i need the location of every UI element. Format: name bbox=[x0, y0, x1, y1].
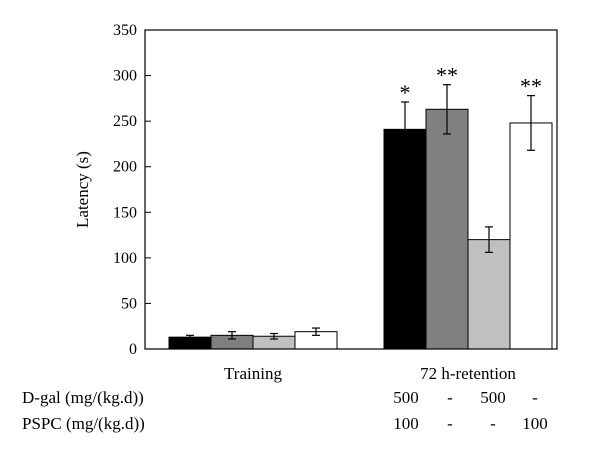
treatment-row-value: 100 bbox=[522, 414, 548, 433]
treatment-row-value: - bbox=[490, 414, 496, 433]
y-tick-label: 0 bbox=[129, 341, 137, 358]
y-tick-label: 50 bbox=[121, 295, 137, 312]
treatment-row-value: - bbox=[447, 388, 453, 407]
bar-series bbox=[168, 108, 553, 350]
y-axis-title: Latency (s) bbox=[73, 151, 92, 228]
treatment-row-label: PSPC (mg/(kg.d)) bbox=[22, 414, 145, 433]
significance-markers: *** ** bbox=[400, 63, 543, 105]
y-tick-label: 350 bbox=[113, 22, 137, 39]
y-tick-label: 300 bbox=[113, 68, 137, 85]
y-tick-label: 200 bbox=[113, 159, 137, 176]
category-labels: Training 72 h-retention bbox=[224, 364, 516, 383]
significance-marker: * bbox=[400, 80, 411, 105]
y-tick-label: 100 bbox=[113, 250, 137, 267]
bar bbox=[425, 108, 469, 350]
treatment-row-label: D-gal (mg/(kg.d)) bbox=[22, 388, 144, 407]
category-label: Training bbox=[224, 364, 282, 383]
treatment-row-value: 500 bbox=[480, 388, 506, 407]
treatment-row-value: - bbox=[447, 414, 453, 433]
treatment-row-value: - bbox=[532, 388, 538, 407]
significance-marker: ** bbox=[436, 63, 458, 88]
category-label: 72 h-retention bbox=[420, 364, 516, 383]
error-bars bbox=[186, 84, 535, 340]
bar bbox=[509, 122, 553, 350]
y-tick-label: 150 bbox=[113, 204, 137, 221]
y-tick-label: 250 bbox=[113, 113, 137, 130]
treatment-row-value: 500 bbox=[393, 388, 419, 407]
plot-frame bbox=[144, 29, 558, 350]
treatment-row-value: 100 bbox=[393, 414, 419, 433]
significance-marker: ** bbox=[520, 74, 542, 99]
bar bbox=[467, 239, 511, 350]
treatment-table: D-gal (mg/(kg.d)) 500 - 500 - PSPC (mg/(kg.d)… bbox=[22, 388, 548, 433]
bar bbox=[383, 128, 427, 350]
y-axis-ticks: 0 50 100 150 200 250 300 350 bbox=[113, 22, 151, 358]
